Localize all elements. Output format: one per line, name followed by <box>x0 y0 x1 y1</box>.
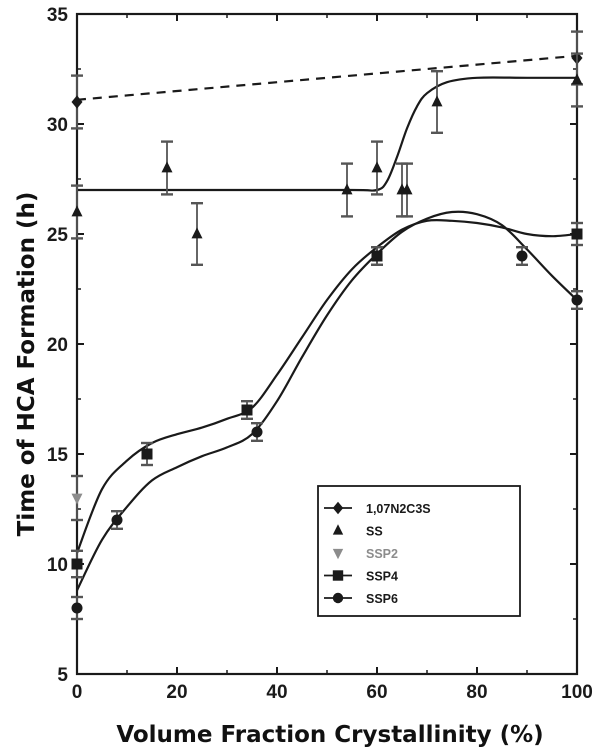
data-point <box>161 161 173 173</box>
legend-label: 1,07N2C3S <box>366 502 431 516</box>
data-point <box>141 448 153 460</box>
x-tick-label: 60 <box>366 682 387 703</box>
x-axis-title: Volume Fraction Crystallinity (%) <box>116 722 543 748</box>
y-axis-title: Time of HCA Formation (h) <box>14 192 40 537</box>
data-point <box>401 183 413 195</box>
fit-curve <box>76 54 578 101</box>
data-point <box>371 161 383 173</box>
x-tick-label: 80 <box>466 682 487 703</box>
data-point <box>571 294 583 306</box>
data-point <box>251 426 263 438</box>
fit-curve <box>75 218 578 554</box>
data-point <box>71 95 83 109</box>
data-point <box>111 514 123 526</box>
data-point <box>431 95 443 107</box>
data-point <box>241 404 253 416</box>
legend-marker <box>332 548 344 560</box>
data-point <box>71 602 83 614</box>
x-tick-label: 40 <box>266 682 287 703</box>
y-tick-label: 15 <box>47 445 69 466</box>
data-point <box>341 183 353 195</box>
legend: 1,07N2C3S SS SSP2 SSP4 SSP6 <box>317 485 521 617</box>
y-tick-label: 35 <box>47 5 69 26</box>
x-tick-label: 0 <box>72 682 83 703</box>
data-point <box>571 73 583 85</box>
x-tick-label: 20 <box>166 682 187 703</box>
y-tick-label: 10 <box>47 555 68 576</box>
legend-marker <box>332 524 344 535</box>
y-tick-label: 30 <box>47 115 68 136</box>
y-tick-label: 20 <box>47 335 68 356</box>
fit-curve <box>76 76 577 192</box>
legend-label: SSP6 <box>366 592 398 606</box>
data-point <box>71 558 83 570</box>
legend-marker <box>332 501 344 515</box>
legend-label: SSP4 <box>366 570 398 584</box>
legend-label: SS <box>366 525 383 539</box>
y-tick-label: 5 <box>57 665 68 686</box>
data-point <box>516 250 528 262</box>
data-point <box>71 493 83 505</box>
data-point <box>571 228 583 240</box>
y-tick-label: 25 <box>47 225 69 246</box>
data-point <box>371 250 383 262</box>
legend-marker <box>332 592 344 604</box>
legend-marker <box>332 570 344 581</box>
data-point <box>191 227 203 239</box>
legend-label: SSP2 <box>366 547 398 561</box>
data-point <box>71 205 83 217</box>
fit-curve <box>76 210 578 591</box>
x-tick-label: 100 <box>561 682 593 703</box>
